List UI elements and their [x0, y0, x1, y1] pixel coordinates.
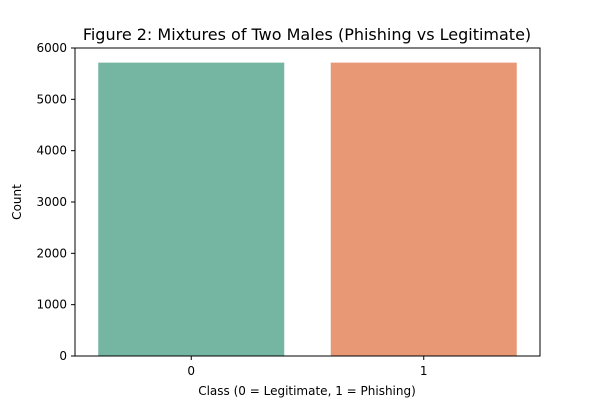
- y-tick-label: 5000: [36, 92, 67, 106]
- y-tick-label: 0: [59, 349, 67, 363]
- y-tick-label: 1000: [36, 298, 67, 312]
- y-tick-label: 2000: [36, 246, 67, 260]
- y-axis-label: Count: [10, 184, 24, 220]
- x-axis-label: Class (0 = Legitimate, 1 = Phishing): [198, 384, 416, 398]
- y-tick-label: 3000: [36, 195, 67, 209]
- y-tick-label: 6000: [36, 41, 67, 55]
- bars-layer: [98, 62, 517, 356]
- y-tick-label: 4000: [36, 144, 67, 158]
- bar-1: [330, 62, 517, 356]
- chart-title: Figure 2: Mixtures of Two Males (Phishin…: [83, 25, 531, 44]
- x-tick-label: 0: [187, 364, 195, 378]
- plot-frame: [74, 47, 541, 357]
- bar-0: [98, 62, 285, 356]
- x-tick-label: 1: [420, 364, 428, 378]
- y-axis-ticks: 0 1000 2000 3000 4000 5000 6000: [36, 41, 75, 363]
